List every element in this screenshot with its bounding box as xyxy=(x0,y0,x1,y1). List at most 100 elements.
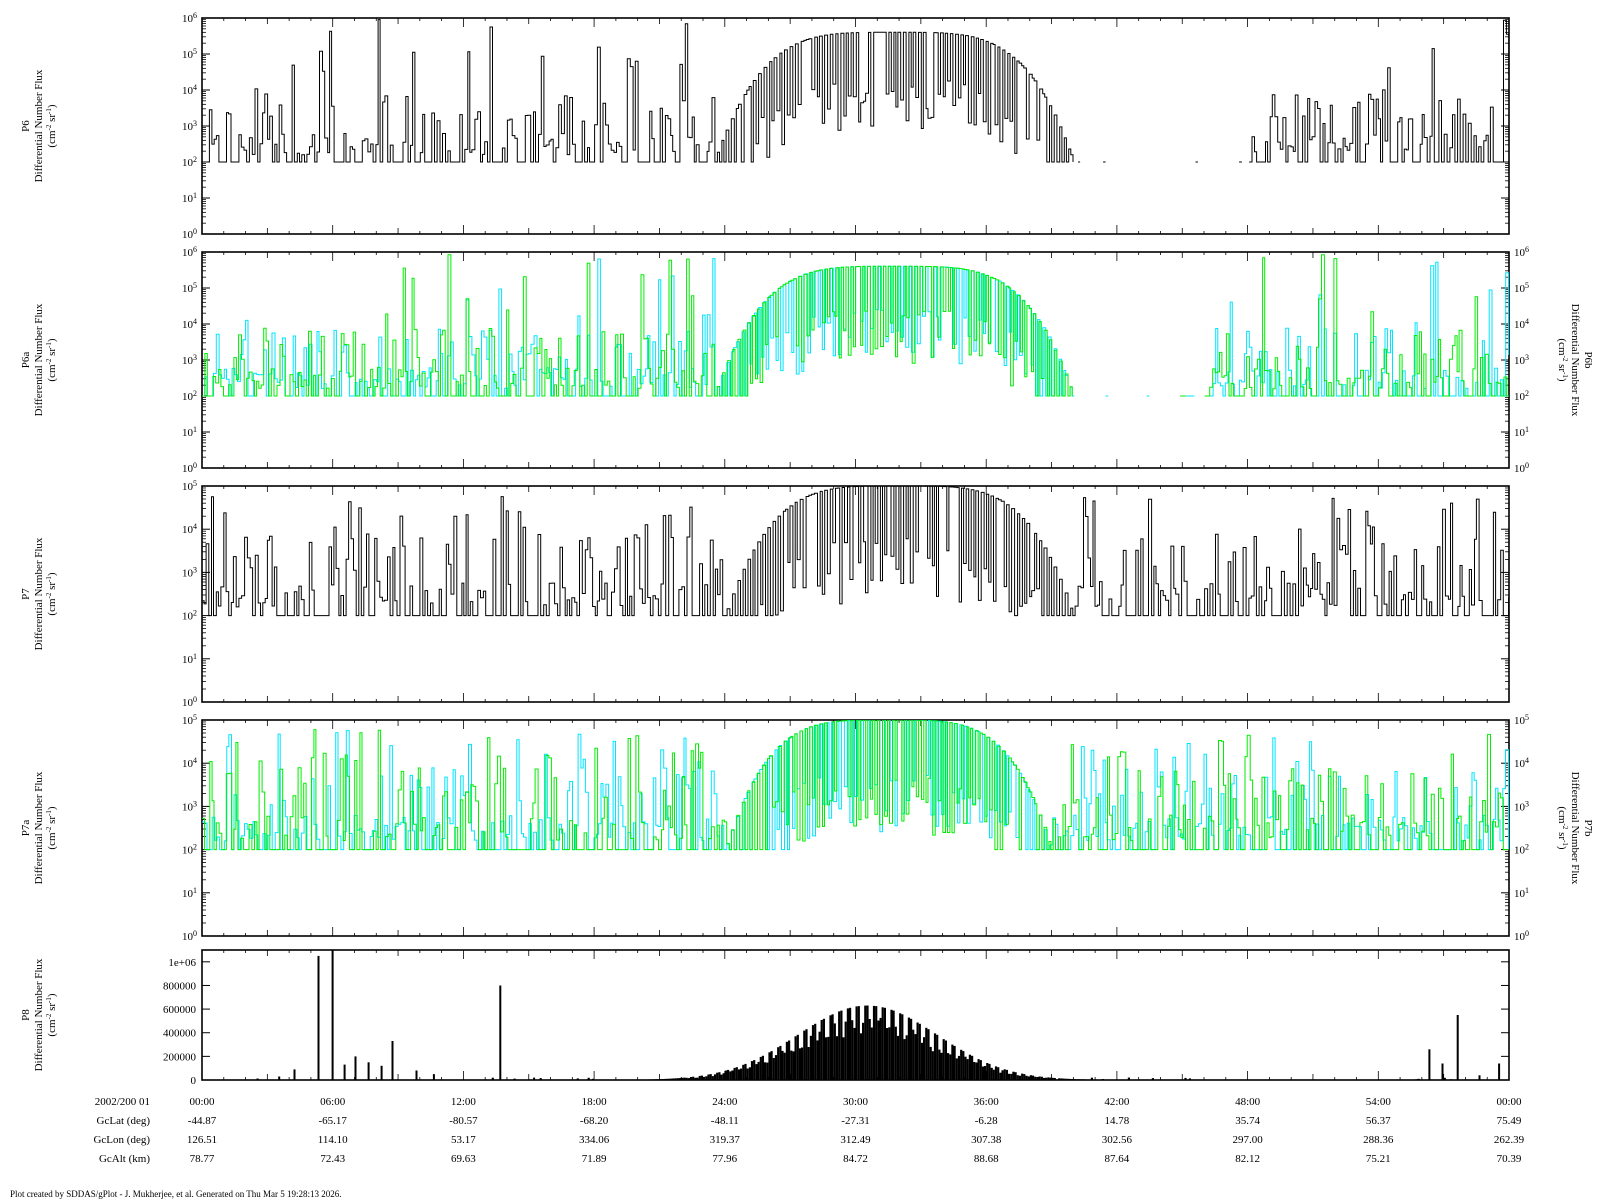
data-bar xyxy=(591,1078,595,1080)
x-table-value: 334.06 xyxy=(579,1134,610,1146)
x-table-value: -48.11 xyxy=(711,1115,739,1127)
data-bar xyxy=(499,985,502,1080)
data-bar xyxy=(842,1037,845,1080)
data-bar xyxy=(870,1027,873,1080)
y-axis-label-line: (cm-2 sr-1) xyxy=(45,993,58,1037)
data-bar xyxy=(1058,1078,1061,1080)
y-tick-label: 105 xyxy=(182,281,197,296)
data-bar xyxy=(896,1035,900,1080)
y-tick-label: 800000 xyxy=(163,980,197,992)
data-bar xyxy=(971,1055,974,1080)
data-bar xyxy=(659,1079,662,1080)
data-bar xyxy=(746,1068,749,1080)
y-axis-label-line: Differential Number Flux xyxy=(33,958,45,1071)
series-line-green xyxy=(202,254,1509,397)
y-axis-label-line: P7 xyxy=(20,588,32,600)
data-bar xyxy=(916,1022,919,1080)
data-bar xyxy=(757,1061,760,1080)
data-bar xyxy=(256,1078,259,1080)
y-tick-label: 100 xyxy=(1514,461,1529,476)
data-bar xyxy=(317,955,320,1080)
data-bar xyxy=(278,1076,281,1080)
data-bar xyxy=(415,1070,418,1080)
y-axis-label-right-line: Differential Number Flux xyxy=(1569,304,1581,417)
x-table-value: -80.57 xyxy=(449,1115,478,1127)
data-bar xyxy=(513,1078,516,1080)
data-bar xyxy=(838,1011,841,1080)
data-bar xyxy=(879,1017,882,1080)
x-table-value: 84.72 xyxy=(843,1153,868,1165)
data-bar xyxy=(1069,1078,1072,1080)
data-bar xyxy=(1101,1079,1104,1080)
data-bar xyxy=(792,1051,795,1080)
y-axis-label-line: P6 xyxy=(20,120,32,132)
data-bar xyxy=(933,1033,937,1080)
y-tick-label: 103 xyxy=(182,119,197,134)
data-bar xyxy=(964,1056,967,1080)
data-bar xyxy=(1055,1079,1059,1080)
data-bar xyxy=(783,1052,786,1080)
x-table-value: -68.20 xyxy=(580,1115,609,1127)
x-table-value: -44.87 xyxy=(188,1115,217,1127)
data-bar xyxy=(875,1006,878,1080)
data-bar xyxy=(903,1039,906,1080)
data-bar xyxy=(779,1045,782,1080)
data-bar xyxy=(951,1044,954,1080)
x-table-value: 288.36 xyxy=(1363,1134,1394,1146)
data-bar xyxy=(720,1074,723,1080)
data-bar xyxy=(942,1039,945,1080)
y-axis-label-line: Differential Number Flux xyxy=(33,537,45,650)
data-bar xyxy=(977,1059,980,1080)
data-bar xyxy=(801,1047,804,1080)
data-bar xyxy=(1038,1076,1041,1080)
data-bar xyxy=(940,1052,943,1080)
data-bar xyxy=(997,1067,1000,1080)
x-table-value: 35.74 xyxy=(1235,1115,1260,1127)
data-bar xyxy=(1090,1077,1093,1080)
y-tick-label: 104 xyxy=(182,83,197,98)
x-tick-label: 00:00 xyxy=(189,1096,215,1108)
y-tick-label: 104 xyxy=(182,522,197,537)
data-bar xyxy=(727,1069,730,1080)
data-bar xyxy=(731,1070,734,1080)
y-tick-label: 600000 xyxy=(163,1004,197,1016)
data-bar xyxy=(761,1055,764,1080)
data-bar xyxy=(1060,1078,1063,1080)
data-bar xyxy=(833,1023,836,1080)
y-axis-label-line: Differential Number Flux xyxy=(33,303,45,416)
data-bar xyxy=(391,1041,394,1080)
data-bar xyxy=(798,1048,802,1080)
data-bar xyxy=(820,1020,823,1080)
data-bar xyxy=(1428,1049,1431,1080)
x-tick-label: 30:00 xyxy=(843,1096,869,1108)
y-tick-label: 105 xyxy=(182,713,197,728)
x-table-value: -65.17 xyxy=(318,1115,347,1127)
data-bar xyxy=(733,1067,736,1080)
data-bar xyxy=(979,1060,982,1080)
data-bar xyxy=(938,1049,941,1080)
x-table-value: 14.78 xyxy=(1105,1115,1130,1127)
data-bar xyxy=(735,1067,738,1080)
y-axis-label-right-line: P6b xyxy=(1582,351,1594,369)
data-bar xyxy=(1417,1078,1420,1080)
panel-p7 xyxy=(201,485,1510,703)
x-table-value: 319.37 xyxy=(710,1134,741,1146)
data-bar xyxy=(1049,1077,1052,1080)
y-tick-label: 104 xyxy=(1514,756,1529,771)
data-bar xyxy=(367,1062,370,1080)
y-axis-label-line: (cm-2 sr-1) xyxy=(45,338,58,382)
data-bar xyxy=(866,1005,869,1080)
x-table-value: 53.17 xyxy=(451,1134,476,1146)
y-axis-label: P6 Differential Number Flux (cm-2 sr-1) xyxy=(20,69,58,182)
data-bar xyxy=(894,1026,897,1080)
data-bar xyxy=(777,1047,780,1080)
y-tick-label: 101 xyxy=(1514,425,1529,440)
data-bar xyxy=(759,1056,762,1080)
data-bar xyxy=(766,1062,769,1080)
data-bar xyxy=(794,1036,797,1080)
y-tick-label: 106 xyxy=(182,245,197,260)
data-bar xyxy=(679,1078,682,1080)
data-bar xyxy=(953,1045,956,1080)
data-bar xyxy=(1005,1069,1008,1080)
data-bar xyxy=(803,1030,806,1080)
